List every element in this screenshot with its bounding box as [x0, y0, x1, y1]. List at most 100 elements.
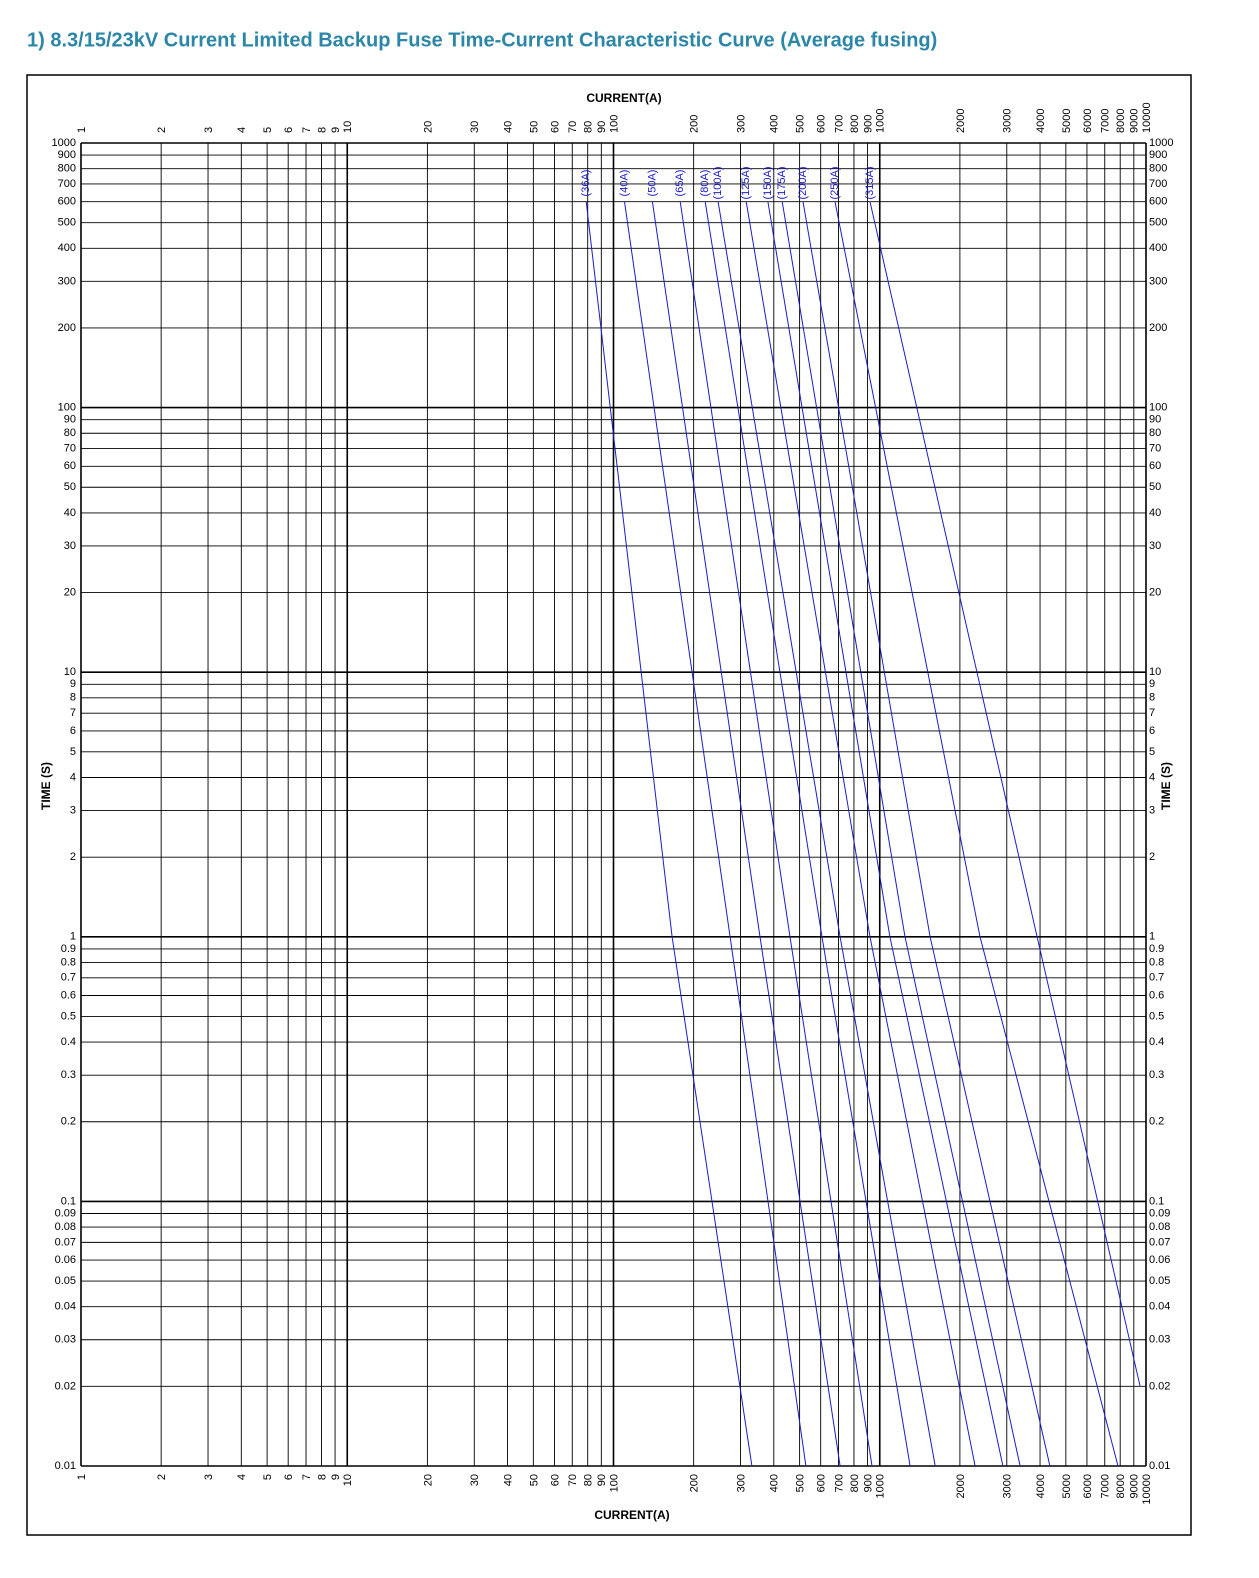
curve-label: (250A) — [829, 166, 841, 199]
x-tick-label: 7000 — [1100, 1474, 1112, 1498]
x-tick-label: 70 — [567, 1474, 579, 1486]
x-tick-label-top: 4000 — [1035, 109, 1047, 133]
x-tick-label: 5000 — [1061, 1474, 1073, 1498]
y-tick-label: 10 — [64, 666, 76, 678]
y-tick-label: 0.04 — [55, 1301, 76, 1313]
y-tick-label-right: 0.07 — [1149, 1236, 1170, 1248]
x-tick-label-top: 4 — [236, 127, 248, 133]
x-tick-label-top: 6000 — [1082, 109, 1094, 133]
y-tick-label-right: 0.08 — [1149, 1221, 1170, 1233]
x-tick-label: 8000 — [1115, 1474, 1127, 1498]
y-tick-label-right: 4 — [1149, 771, 1155, 783]
x-tick-label: 400 — [769, 1474, 781, 1492]
y-tick-label: 0.08 — [55, 1221, 76, 1233]
x-tick-label-top: 40 — [502, 121, 514, 133]
x-tick-label: 20 — [422, 1474, 434, 1486]
y-tick-label: 7 — [70, 707, 76, 719]
x-tick-label-top: 5 — [262, 127, 274, 133]
x-tick-label-top: 70 — [567, 121, 579, 133]
y-tick-label: 1 — [70, 931, 76, 943]
y-tick-label-right: 0.05 — [1149, 1275, 1170, 1287]
fuse-curve — [745, 201, 976, 1467]
x-tick-label: 5 — [262, 1474, 274, 1480]
y-tick-label-right: 9 — [1149, 678, 1155, 690]
y-tick-label: 0.1 — [61, 1195, 76, 1207]
y-tick-label-right: 0.01 — [1149, 1460, 1170, 1472]
x-tick-label-top: 20 — [422, 121, 434, 133]
x-tick-label: 6 — [283, 1474, 295, 1480]
x-axis-label: CURRENT(A) — [594, 1508, 669, 1522]
x-tick-label: 800 — [849, 1474, 861, 1492]
y-tick-label-right: 40 — [1149, 507, 1161, 519]
curve-label: (36A) — [580, 170, 592, 197]
x-tick-label-top: 900 — [862, 115, 874, 133]
y-tick-label: 0.8 — [61, 956, 76, 968]
x-tick-label: 2000 — [955, 1474, 967, 1498]
x-tick-label-top: 50 — [528, 121, 540, 133]
y-tick-label-right: 30 — [1149, 540, 1161, 552]
y-tick-label: 600 — [58, 196, 76, 208]
y-tick-label-right: 0.9 — [1149, 943, 1164, 955]
y-tick-label: 0.09 — [55, 1207, 76, 1219]
x-tick-label: 10000 — [1141, 1474, 1153, 1505]
y-tick-label-right: 500 — [1149, 217, 1167, 229]
x-tick-label-top: 1000 — [875, 109, 887, 133]
y-tick-label-right: 0.02 — [1149, 1380, 1170, 1392]
fuse-curve — [781, 201, 1021, 1467]
fuse-curve — [834, 201, 1119, 1467]
x-tick-label-top: 800 — [849, 115, 861, 133]
y-tick-label: 50 — [64, 481, 76, 493]
x-tick-label: 4000 — [1035, 1474, 1047, 1498]
y-axis-label: TIME (S) — [39, 762, 53, 810]
curve-label: (50A) — [646, 170, 658, 197]
curve-label: (200A) — [797, 166, 809, 199]
y-tick-label-right: 2 — [1149, 851, 1155, 863]
fuse-curve — [651, 201, 841, 1467]
y-tick-label-right: 0.3 — [1149, 1069, 1164, 1081]
y-tick-label-right: 0.4 — [1149, 1036, 1164, 1048]
fuse-curve — [704, 201, 911, 1467]
x-tick-label-top: 700 — [833, 115, 845, 133]
x-tick-label-top: 200 — [689, 115, 701, 133]
y-tick-label-right: 0.04 — [1149, 1301, 1170, 1313]
x-tick-label: 200 — [689, 1474, 701, 1492]
y-axis-label-right: TIME (S) — [1159, 762, 1173, 810]
curve-label: (40A) — [618, 170, 630, 197]
x-tick-label-top: 600 — [816, 115, 828, 133]
x-tick-label-top: 2000 — [955, 109, 967, 133]
y-tick-label-right: 400 — [1149, 242, 1167, 254]
x-tick-label: 40 — [502, 1474, 514, 1486]
x-tick-label-top: 3000 — [1002, 109, 1014, 133]
x-tick-label: 500 — [795, 1474, 807, 1492]
y-tick-label: 200 — [58, 322, 76, 334]
x-tick-label: 600 — [816, 1474, 828, 1492]
x-tick-label: 4 — [236, 1474, 248, 1480]
x-tick-label-top: 80 — [583, 121, 595, 133]
x-tick-label: 80 — [583, 1474, 595, 1486]
y-tick-label: 300 — [58, 275, 76, 287]
y-tick-label: 0.02 — [55, 1380, 76, 1392]
x-tick-label: 100 — [608, 1474, 620, 1492]
y-tick-label-right: 50 — [1149, 481, 1161, 493]
y-tick-label: 0.6 — [61, 989, 76, 1001]
y-tick-label: 100 — [58, 402, 76, 414]
x-tick-label: 60 — [549, 1474, 561, 1486]
chart-title: 1) 8.3/15/23kV Current Limited Backup Fu… — [27, 29, 937, 51]
y-tick-label-right: 700 — [1149, 178, 1167, 190]
fuse-curve — [624, 201, 807, 1467]
y-tick-label-right: 0.2 — [1149, 1116, 1164, 1128]
curve-label: (315A) — [864, 166, 876, 199]
y-tick-label: 1000 — [52, 137, 76, 149]
curve-label: (100A) — [712, 166, 724, 199]
y-tick-label: 700 — [58, 178, 76, 190]
fuse-curve — [585, 201, 753, 1467]
y-tick-label-right: 70 — [1149, 442, 1161, 454]
y-tick-label: 90 — [64, 414, 76, 426]
y-tick-label: 60 — [64, 460, 76, 472]
curve-label: (150A) — [762, 166, 774, 199]
x-axis-label-top: CURRENT(A) — [586, 91, 661, 105]
x-tick-label-top: 9 — [330, 127, 342, 133]
y-tick-label: 3 — [70, 804, 76, 816]
x-tick-label-top: 1 — [76, 127, 88, 133]
y-tick-label-right: 300 — [1149, 275, 1167, 287]
